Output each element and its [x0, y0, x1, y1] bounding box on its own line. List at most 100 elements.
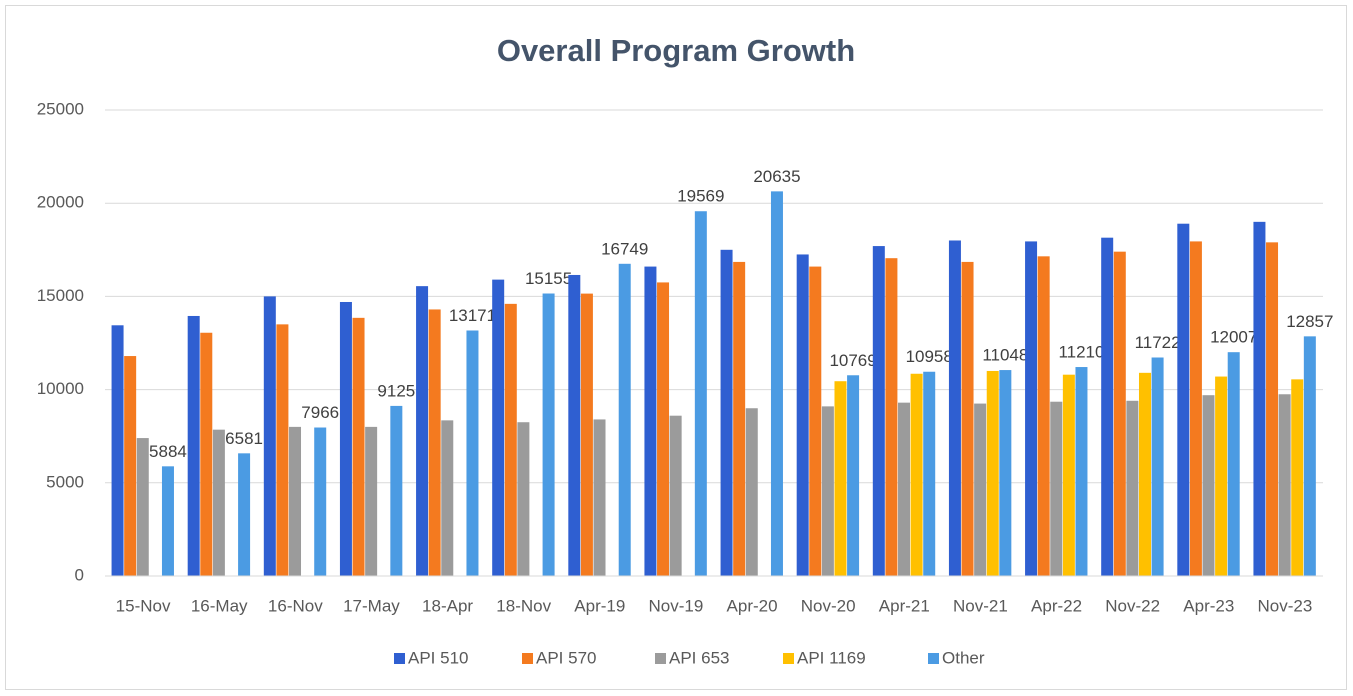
x-tick-label: Nov-19 — [649, 596, 704, 615]
bar — [1215, 376, 1228, 576]
y-tick-label: 0 — [75, 565, 84, 584]
bar — [238, 453, 251, 576]
bar — [212, 429, 225, 576]
bar — [1291, 379, 1304, 576]
data-label: 11722 — [1135, 333, 1181, 352]
data-label: 12857 — [1286, 312, 1333, 331]
y-tick-label: 25000 — [37, 99, 84, 118]
legend-label: Other — [942, 648, 985, 667]
bar — [1303, 336, 1316, 576]
data-label: 10958 — [906, 347, 953, 366]
data-label: 13171 — [449, 306, 496, 325]
x-tick-label: Nov-22 — [1105, 596, 1160, 615]
bar — [834, 381, 847, 576]
bar — [289, 426, 302, 576]
bar — [644, 266, 657, 576]
data-label: 20635 — [753, 167, 800, 186]
bar — [124, 356, 137, 576]
bar — [352, 317, 365, 576]
bar — [720, 249, 733, 577]
bar — [809, 266, 822, 576]
x-tick-label: 15-Nov — [116, 596, 171, 615]
bar — [187, 315, 200, 576]
bar — [111, 325, 124, 576]
data-label: 5884 — [149, 442, 187, 461]
bar — [466, 330, 479, 576]
bar — [580, 293, 593, 576]
legend-label: API 510 — [408, 648, 469, 667]
bar — [974, 403, 987, 576]
data-label: 9125 — [377, 381, 415, 400]
x-tick-label: Nov-20 — [801, 596, 856, 615]
x-tick-label: Nov-21 — [953, 596, 1008, 615]
y-tick-label: 20000 — [37, 193, 84, 212]
bar — [517, 422, 530, 576]
bar — [986, 370, 999, 576]
bar — [1113, 251, 1126, 576]
bar — [898, 402, 911, 576]
data-label: 11210 — [1058, 343, 1104, 362]
legend-label: API 570 — [536, 648, 597, 667]
bar — [263, 296, 276, 576]
x-tick-label: 18-Apr — [422, 596, 473, 615]
bar — [1151, 357, 1164, 576]
bar — [1037, 256, 1050, 576]
bar — [910, 373, 923, 576]
bar — [1253, 221, 1266, 576]
legend-swatch — [522, 653, 533, 664]
data-label: 6581 — [225, 429, 263, 448]
bar — [1126, 400, 1139, 576]
x-tick-label: 18-Nov — [496, 596, 551, 615]
bar — [1266, 242, 1279, 576]
x-tick-label: Apr-22 — [1031, 596, 1082, 615]
bar — [593, 419, 606, 576]
bar — [339, 301, 352, 576]
x-tick-label: 16-Nov — [268, 596, 323, 615]
legend-label: API 653 — [669, 648, 730, 667]
bar — [961, 261, 974, 576]
bar — [694, 211, 707, 577]
data-label: 7966 — [301, 403, 339, 422]
bar — [770, 191, 783, 577]
bar — [1075, 367, 1088, 576]
bar — [1189, 241, 1202, 577]
data-label: 10769 — [829, 351, 876, 370]
bar — [1025, 241, 1038, 577]
bar — [1062, 374, 1075, 576]
x-tick-label: Apr-23 — [1183, 596, 1234, 615]
bar — [1177, 223, 1190, 577]
y-tick-label: 15000 — [37, 286, 84, 305]
bar — [314, 427, 327, 576]
chart-title: Overall Program Growth — [497, 33, 855, 68]
data-label: 16749 — [601, 239, 648, 258]
bar — [618, 263, 631, 576]
bar — [441, 420, 454, 576]
data-label: 19569 — [677, 187, 724, 206]
legend-swatch — [655, 653, 666, 664]
bar — [1101, 237, 1114, 576]
bar — [492, 279, 505, 576]
x-tick-label: Apr-20 — [727, 596, 778, 615]
bar — [416, 286, 429, 576]
bar — [365, 426, 378, 576]
x-tick-label: 16-May — [191, 596, 248, 615]
bar — [428, 309, 441, 576]
y-tick-label: 5000 — [46, 472, 84, 491]
y-tick-label: 10000 — [37, 379, 84, 398]
legend-swatch — [783, 653, 794, 664]
x-tick-label: Apr-19 — [574, 596, 625, 615]
data-label: 15155 — [525, 269, 572, 288]
bar — [847, 375, 860, 576]
bar — [657, 282, 670, 576]
x-tick-label: Apr-21 — [879, 596, 930, 615]
bar — [161, 466, 174, 576]
legend-swatch — [394, 653, 405, 664]
bar — [745, 408, 758, 576]
bar — [1202, 395, 1215, 576]
data-label: 11048 — [982, 346, 1028, 365]
bar — [568, 274, 581, 576]
bar — [390, 405, 403, 576]
x-tick-label: 17-May — [343, 596, 400, 615]
bar — [276, 324, 289, 576]
legend-swatch — [928, 653, 939, 664]
